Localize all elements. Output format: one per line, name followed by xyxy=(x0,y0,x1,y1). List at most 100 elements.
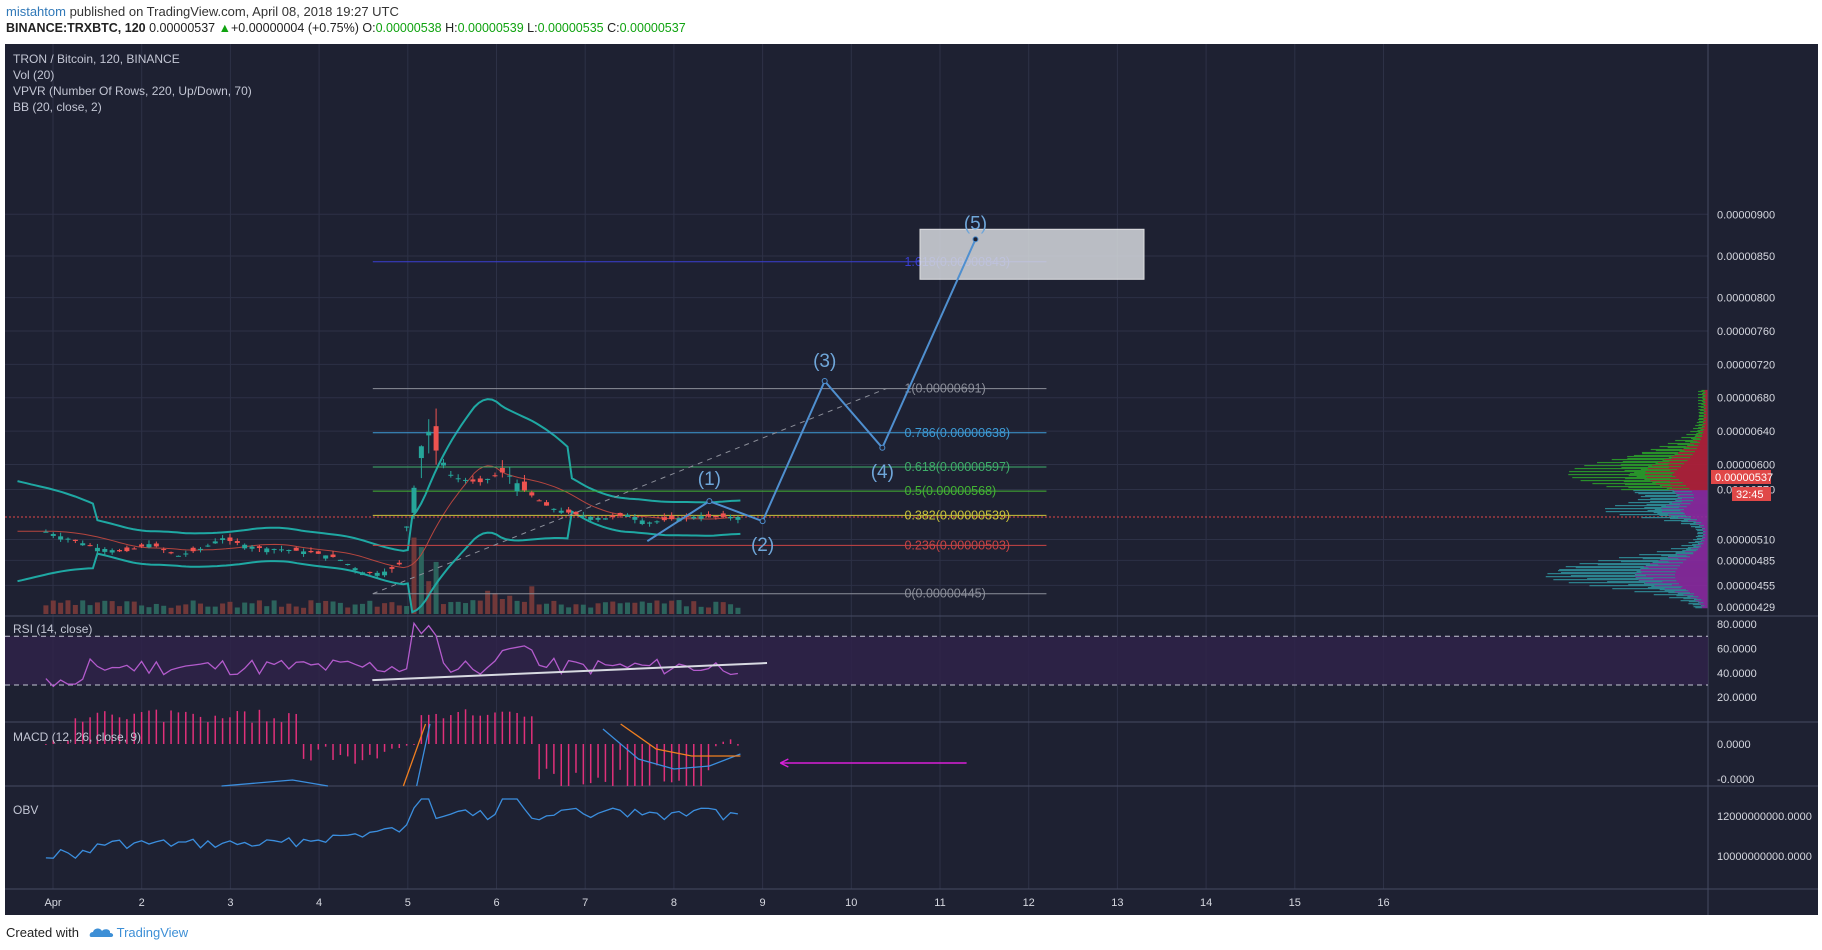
candle-body xyxy=(492,475,498,477)
vpvr-up xyxy=(1681,521,1696,523)
price-tick-label: 0.00000485 xyxy=(1717,555,1775,567)
rsi-tick-label: 20.0000 xyxy=(1717,692,1757,704)
volume-bar xyxy=(345,607,351,614)
candle-body xyxy=(131,548,137,550)
time-tick-label: 4 xyxy=(316,897,322,909)
vpvr-down xyxy=(1703,414,1708,417)
volume-bar xyxy=(80,600,86,614)
fib-trendline xyxy=(372,388,887,595)
vpvr-up xyxy=(1661,555,1687,557)
tradingview-link[interactable]: TradingView xyxy=(116,925,189,940)
volume-bar xyxy=(323,600,329,614)
vpvr-down xyxy=(1691,490,1708,493)
vpvr-down xyxy=(1698,444,1708,447)
vpvr-up xyxy=(1644,583,1680,585)
vpvr-up xyxy=(1664,520,1689,522)
vpvr-down xyxy=(1638,579,1708,581)
volume-bar xyxy=(529,586,535,614)
author-link[interactable]: mistahtom xyxy=(6,4,66,19)
candle-body xyxy=(588,516,594,520)
vpvr-down xyxy=(1694,496,1708,499)
fib-level-label: 0.786(0.00000638) xyxy=(904,426,1010,440)
vpvr-up xyxy=(1636,475,1676,478)
price-tick-label: 0.00000455 xyxy=(1717,580,1775,592)
candle-body xyxy=(617,512,623,516)
vpvr-up xyxy=(1680,600,1696,602)
vpvr-up xyxy=(1641,451,1679,454)
vpvr-down xyxy=(1695,521,1708,523)
vpvr-down xyxy=(1669,460,1708,463)
fib-retracement[interactable]: 1(0.00000691) 0.786(0.00000638) 0.618(0.00… xyxy=(372,228,1145,601)
time-axis[interactable]: Apr 2 3 4 5 6 7 8 9 10 11 12 13 14 15 16 xyxy=(44,897,1389,909)
vpvr-up xyxy=(1701,425,1706,428)
candle-body xyxy=(315,551,321,554)
last-price: 0.00000537 xyxy=(149,21,216,35)
chart-canvas[interactable]: 1(0.00000691) 0.786(0.00000638) 0.618(0.00… xyxy=(5,44,1818,915)
vpvr-up xyxy=(1698,426,1704,429)
candle-body xyxy=(87,545,93,547)
vpvr-down xyxy=(1704,412,1708,415)
vpvr-up xyxy=(1702,397,1706,400)
chart-panel[interactable]: 1(0.00000691) 0.786(0.00000638) 0.618(0.00… xyxy=(5,44,1818,915)
vpvr-up xyxy=(1677,496,1695,499)
price-axis[interactable]: 0.00000900 0.00000850 0.00000800 0.00000760… xyxy=(1717,209,1775,614)
time-tick-label: 13 xyxy=(1111,897,1123,909)
time-tick-label: 14 xyxy=(1200,897,1212,909)
candle-body xyxy=(698,516,704,519)
vpvr-down xyxy=(1694,593,1708,595)
vpvr-down xyxy=(1685,512,1708,515)
vpvr-up xyxy=(1677,593,1695,595)
vpvr-up xyxy=(1675,499,1694,502)
candle-body xyxy=(359,572,365,576)
bb-legend: BB (20, close, 2) xyxy=(13,100,102,114)
vpvr-up xyxy=(1651,586,1683,588)
candles xyxy=(43,408,741,578)
vpvr-up xyxy=(1696,421,1703,424)
vpvr-down xyxy=(1699,601,1708,603)
vpvr-up xyxy=(1634,574,1676,576)
vpvr-down xyxy=(1704,428,1708,431)
vpvr-down xyxy=(1662,485,1708,488)
vpvr-up xyxy=(1700,428,1705,431)
vpvr-up xyxy=(1641,517,1679,519)
vpvr-down xyxy=(1688,520,1708,522)
vpvr-up xyxy=(1629,472,1673,475)
vpvr-up xyxy=(1695,527,1703,529)
vpvr-down xyxy=(1672,486,1708,489)
vpvr-down xyxy=(1681,500,1708,503)
vpvr-up xyxy=(1676,493,1694,496)
candle-body xyxy=(580,515,586,517)
vpvr-up xyxy=(1569,470,1646,473)
candle-body xyxy=(249,546,255,549)
vpvr-up xyxy=(1699,412,1705,415)
vpvr-down xyxy=(1668,561,1708,563)
vpvr-up xyxy=(1568,473,1646,476)
volume-bar xyxy=(43,605,49,614)
candle-body xyxy=(50,534,56,536)
fib-level-label: 1(0.00000691) xyxy=(904,382,985,396)
vpvr-up xyxy=(1627,455,1672,458)
vpvr-down xyxy=(1701,435,1708,438)
vpvr-down xyxy=(1641,569,1708,571)
candle-body xyxy=(242,544,248,549)
volume-bar xyxy=(544,603,550,614)
vpvr-up xyxy=(1642,558,1679,560)
vpvr-up xyxy=(1606,485,1663,488)
vpvr-up xyxy=(1703,413,1707,416)
vpvr-down xyxy=(1680,509,1708,512)
vpvr-down xyxy=(1686,505,1708,508)
volume-profile xyxy=(1545,389,1708,609)
candle-body xyxy=(720,513,726,517)
vpvr-up xyxy=(1688,601,1700,603)
vpvr-up xyxy=(1657,512,1686,515)
volume-bar xyxy=(639,601,645,614)
elliott-wave[interactable]: (1) (2) (3) (4) (5) xyxy=(646,213,987,556)
volume-bar xyxy=(588,607,594,614)
vpvr-up xyxy=(1693,427,1702,430)
vpvr-up xyxy=(1688,603,1700,605)
candle-body xyxy=(470,479,476,482)
tradingview-cloud-icon xyxy=(89,928,113,937)
vpvr-down xyxy=(1684,449,1708,452)
volume-bar xyxy=(499,599,505,614)
vpvr-up xyxy=(1695,434,1703,437)
